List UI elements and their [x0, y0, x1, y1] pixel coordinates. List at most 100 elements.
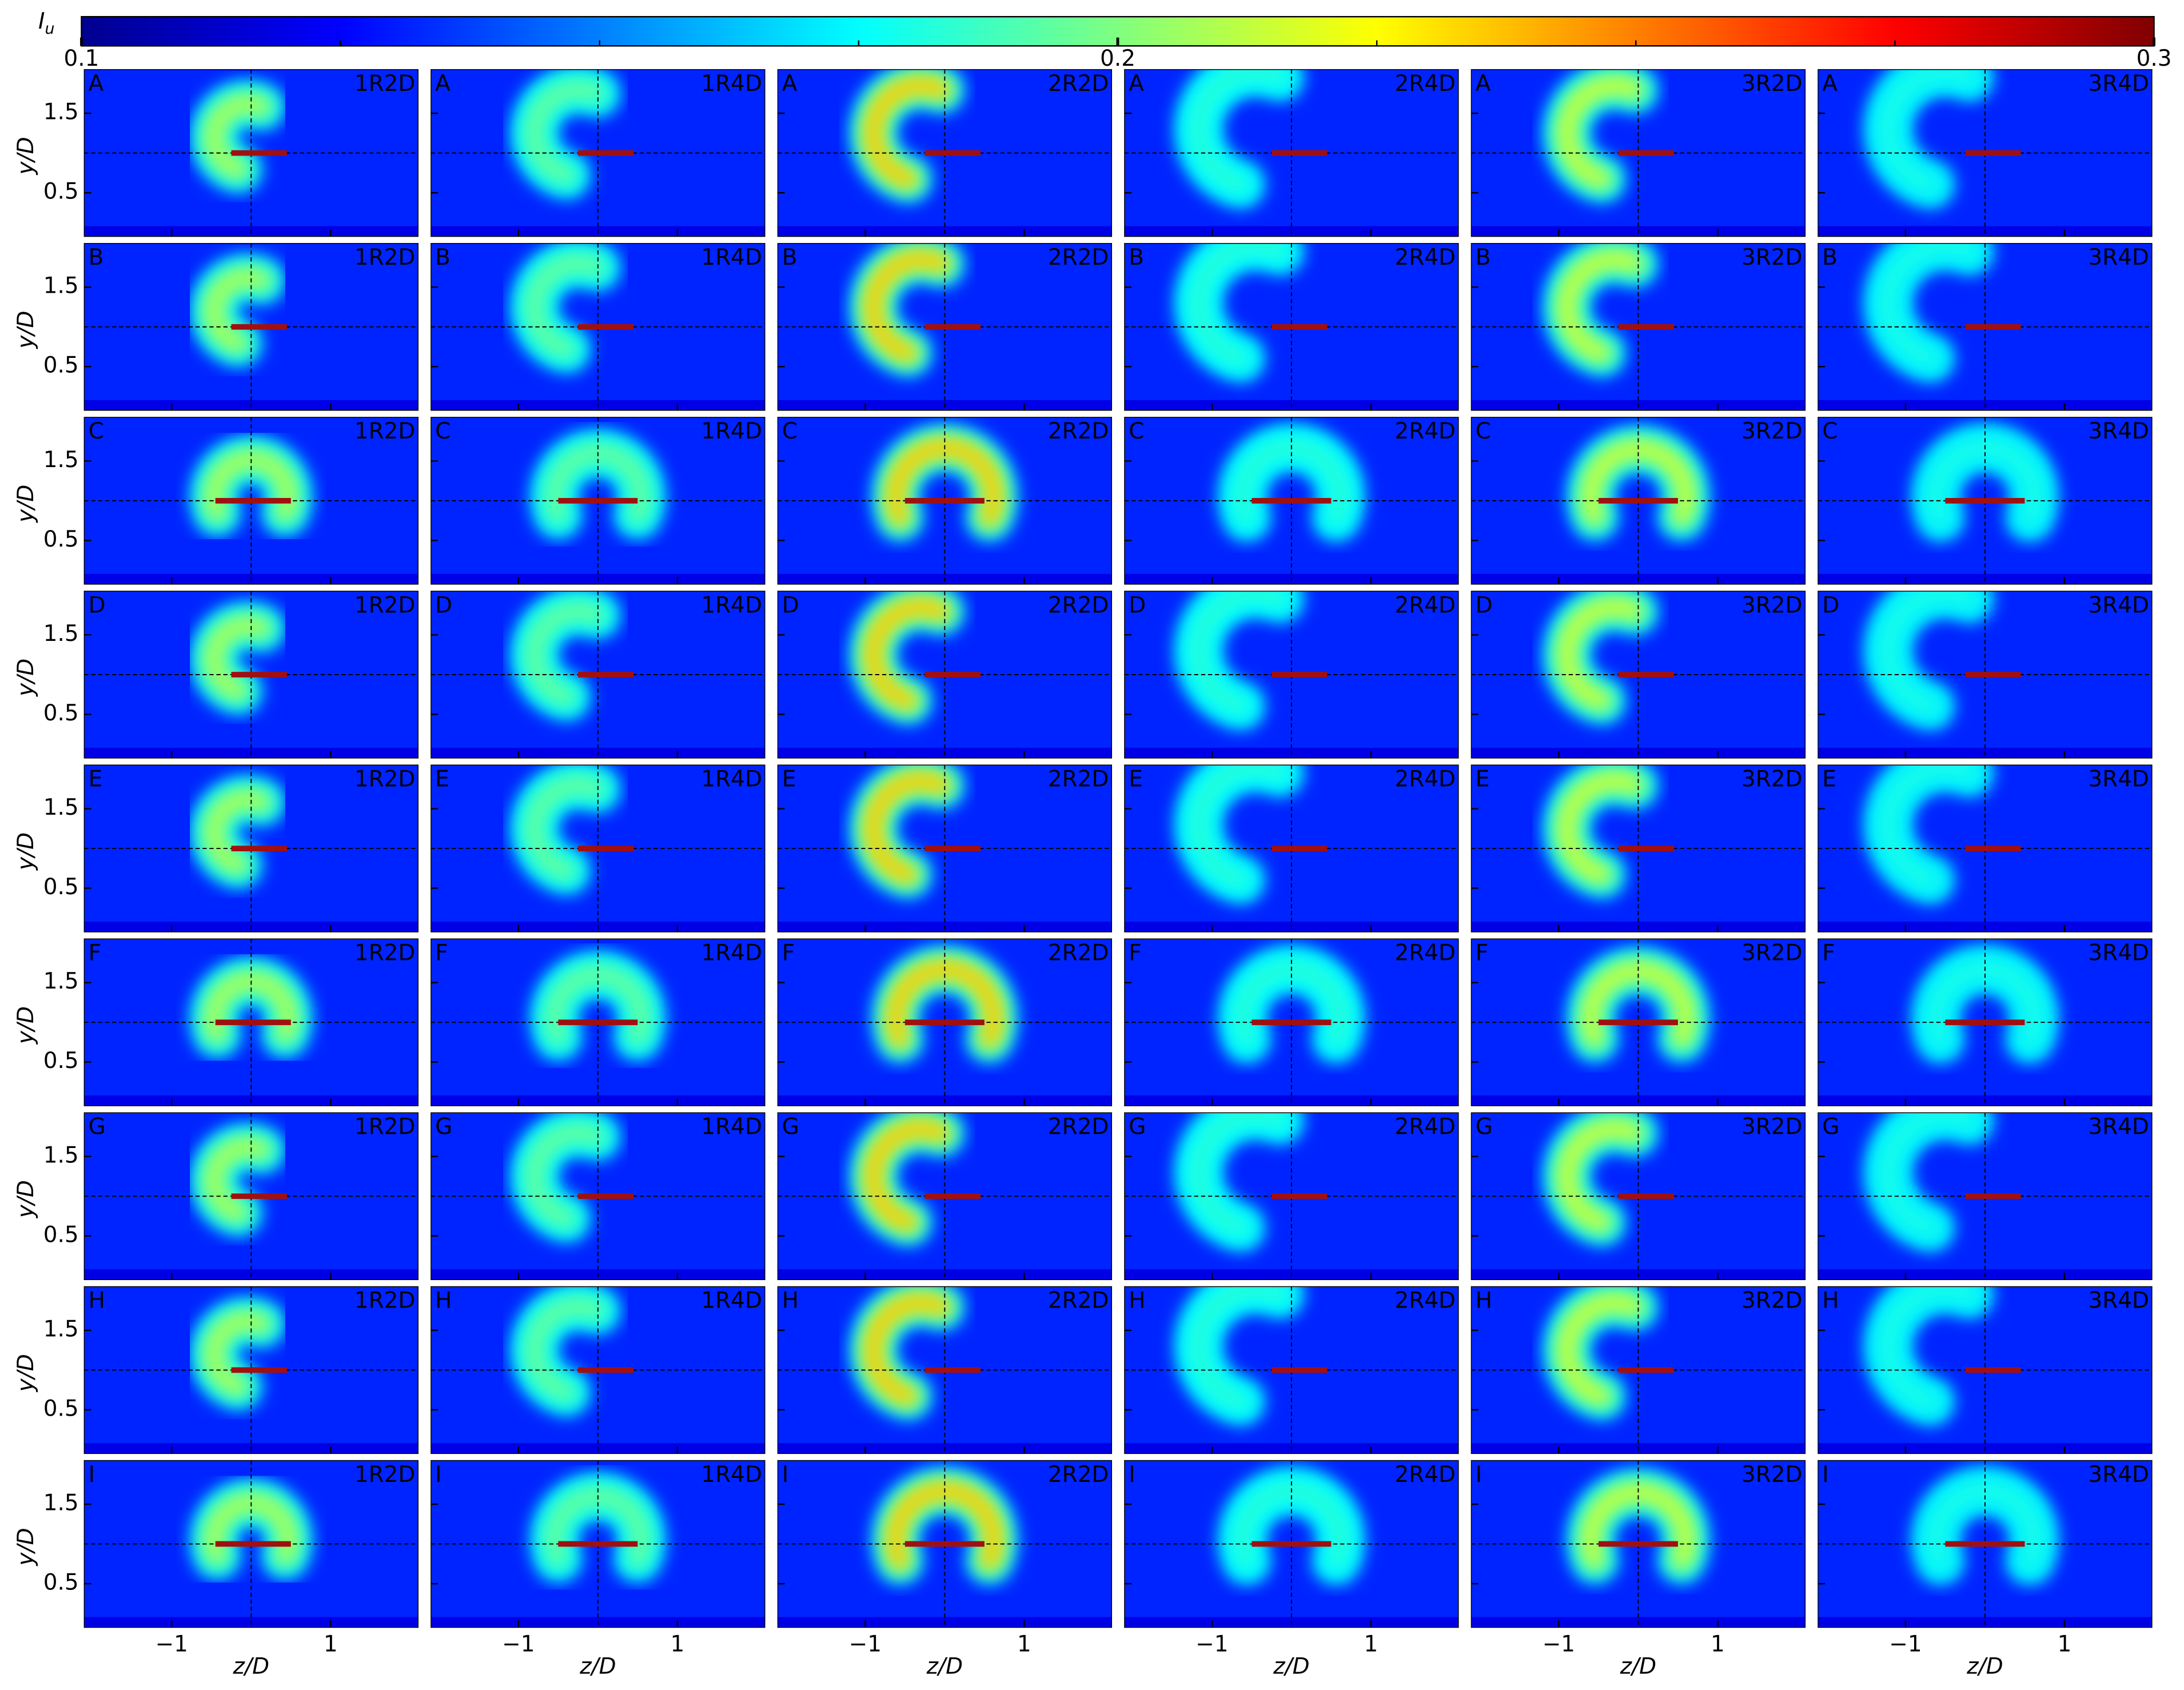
- column-label: 3R2D: [1741, 418, 1803, 444]
- panel: [778, 1460, 1112, 1628]
- y-tick-label: 1.5: [43, 1316, 79, 1342]
- column-label: 1R2D: [354, 1288, 416, 1314]
- column-label: 3R4D: [2089, 1288, 2150, 1314]
- column-label: 1R4D: [701, 940, 762, 966]
- y-tick-label: 1.5: [43, 795, 79, 820]
- column-label: 1R4D: [701, 245, 762, 270]
- panel: [84, 1286, 419, 1454]
- column-label: 2R4D: [1394, 418, 1455, 444]
- panel: [1124, 591, 1458, 758]
- panel: [1124, 1460, 1458, 1628]
- panel: [1124, 69, 1458, 237]
- panel-frame: [431, 417, 766, 585]
- panel: [1471, 417, 1806, 584]
- y-axis-label: y/D: [13, 832, 39, 871]
- panel: [1818, 417, 2152, 584]
- x-tick-label: 1: [670, 1632, 684, 1657]
- panel-frame: [1818, 764, 2153, 932]
- column-label: 3R2D: [1741, 1288, 1803, 1314]
- row-label: I: [1822, 1462, 1828, 1488]
- row-label: B: [1822, 245, 1838, 270]
- column-label: 3R4D: [2089, 418, 2150, 444]
- column-label: 2R4D: [1394, 245, 1455, 270]
- panel: [1471, 939, 1806, 1106]
- panel-frame: [1470, 938, 1806, 1106]
- column-label: 2R2D: [1048, 1288, 1109, 1314]
- colorbar-tick-label: 0.3: [2137, 46, 2172, 71]
- panel: [1471, 591, 1806, 758]
- wake-field: [206, 792, 269, 872]
- panel: [778, 69, 1112, 237]
- panel-frame: [1470, 69, 1806, 237]
- wake-field: [206, 270, 269, 350]
- row-label: G: [89, 1114, 106, 1140]
- row-label: H: [1129, 1288, 1145, 1314]
- y-tick-label: 0.5: [43, 527, 79, 552]
- y-axis-label: y/D: [13, 659, 39, 697]
- y-axis-label: y/D: [13, 1006, 39, 1045]
- panel: [1124, 243, 1458, 410]
- row-label: C: [1476, 418, 1491, 444]
- row-label: A: [1822, 71, 1838, 97]
- y-tick-label: 1.5: [43, 621, 79, 647]
- y-tick-label: 0.5: [43, 1570, 79, 1596]
- wake-field: [1191, 765, 1288, 887]
- panel-frame: [1470, 417, 1806, 585]
- y-tick-label: 1.5: [43, 273, 79, 299]
- panel-frame: [1124, 243, 1459, 411]
- panel: [1471, 1113, 1806, 1280]
- panel-frame: [777, 69, 1113, 237]
- wake-field: [206, 96, 269, 177]
- column-label: 1R2D: [354, 418, 416, 444]
- row-label: G: [1822, 1114, 1839, 1140]
- row-label: F: [1822, 940, 1835, 966]
- wake-field: [1191, 1113, 1288, 1235]
- row-label: I: [1476, 1462, 1482, 1488]
- row-label: G: [1129, 1114, 1146, 1140]
- row-label: F: [1129, 940, 1141, 966]
- row-label: E: [89, 766, 103, 792]
- column-label: 2R4D: [1394, 1114, 1455, 1140]
- panel: [431, 243, 765, 410]
- panel: [1124, 1113, 1458, 1280]
- x-tick-label: −1: [1543, 1632, 1575, 1657]
- column-label: 1R2D: [354, 1114, 416, 1140]
- row-label: D: [89, 592, 106, 618]
- y-tick-label: 0.5: [43, 1048, 79, 1074]
- y-tick-label: 0.5: [43, 1222, 79, 1247]
- row-label: F: [1476, 940, 1488, 966]
- panel: [778, 939, 1112, 1106]
- panel: [1471, 765, 1806, 932]
- wake-field: [1880, 1286, 1977, 1409]
- row-label: D: [1129, 592, 1146, 618]
- panel-frame: [83, 417, 419, 585]
- panel-frame: [1818, 1286, 2153, 1454]
- panel-frame: [1470, 1286, 1806, 1454]
- column-label: 2R2D: [1048, 766, 1109, 792]
- colorbar-tick-label: 0.1: [64, 46, 99, 71]
- y-tick-label: 0.5: [43, 700, 79, 726]
- panel-frame: [83, 591, 419, 759]
- y-axis-label: y/D: [13, 137, 39, 175]
- panel: [1124, 765, 1458, 932]
- panel-frame: [777, 1460, 1113, 1628]
- row-label: G: [782, 1114, 799, 1140]
- row-label: I: [1129, 1462, 1135, 1488]
- row-label: C: [782, 418, 798, 444]
- column-label: 3R2D: [1741, 592, 1803, 618]
- column-label: 3R2D: [1741, 766, 1803, 792]
- panel-frame: [431, 243, 766, 411]
- wake-field: [1880, 765, 1977, 887]
- wake-field: [527, 1125, 604, 1226]
- x-tick-label: −1: [849, 1632, 882, 1657]
- column-label: 1R2D: [354, 71, 416, 97]
- row-label: E: [435, 766, 449, 792]
- panel-frame: [431, 1112, 766, 1281]
- column-label: 1R4D: [701, 1288, 762, 1314]
- row-label: I: [782, 1462, 788, 1488]
- row-label: E: [1476, 766, 1490, 792]
- panel-frame: [431, 1460, 766, 1628]
- y-tick-label: 1.5: [43, 1142, 79, 1168]
- panel: [1471, 69, 1806, 237]
- panel: [1818, 243, 2152, 410]
